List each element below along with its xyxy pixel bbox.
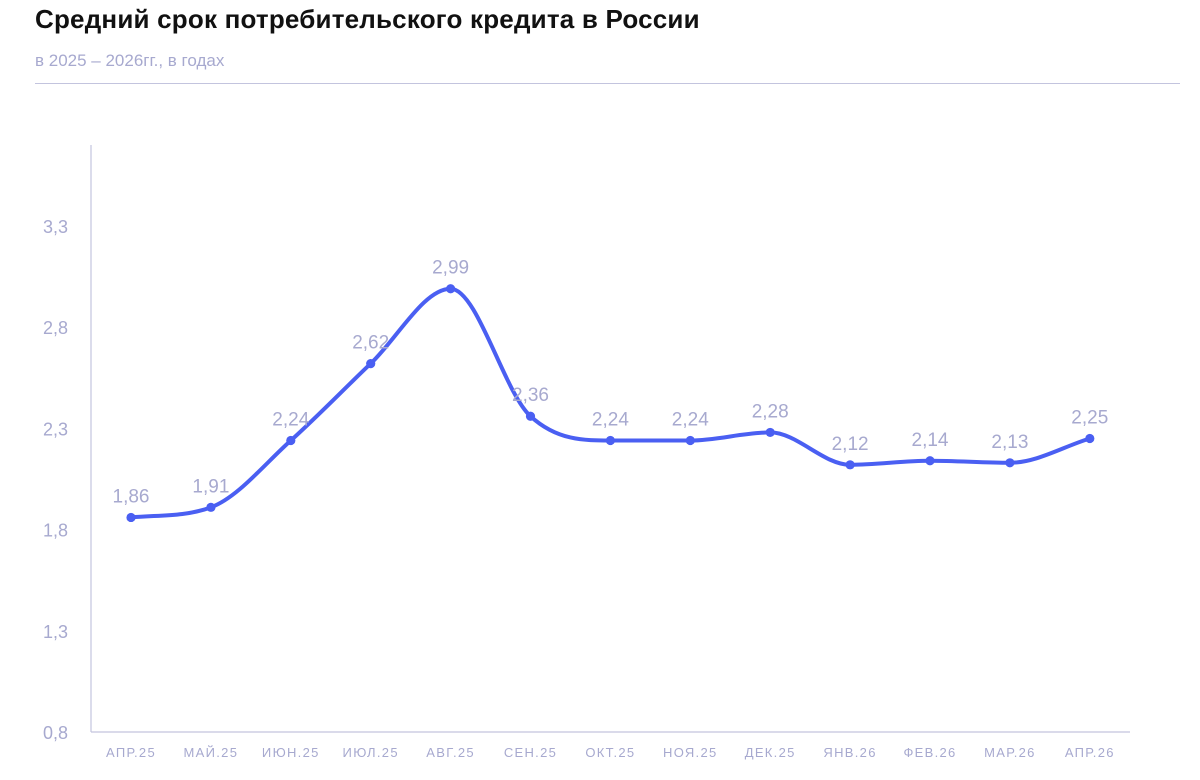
data-label-group: 1,86 1,91 2,24 2,62 2,99 2,36 2,24 2,24 2,28 2,12… [113, 258, 1109, 508]
x-tick-label: ОКТ.25 [585, 745, 635, 760]
data-point [605, 435, 616, 446]
data-point [845, 460, 855, 470]
series-line [129, 286, 1092, 520]
x-tick-label: МАЙ.25 [184, 745, 239, 760]
data-label: 2,28 [752, 401, 789, 422]
data-point [1005, 458, 1015, 468]
data-label: 1,91 [192, 476, 229, 497]
data-label: 2,24 [672, 410, 709, 431]
data-point [446, 284, 456, 294]
data-label: 2,24 [592, 410, 629, 431]
x-tick-label: СЕН.25 [504, 745, 557, 760]
x-tick-label: ЯНВ.26 [823, 745, 876, 760]
point-group [126, 284, 1095, 523]
x-tick-label: ДЕК.25 [745, 745, 796, 760]
y-tick-label: 0,8 [43, 723, 68, 743]
data-point [525, 411, 536, 421]
data-point [206, 502, 216, 512]
chart-title: Средний срок потребительского кредита в … [35, 4, 700, 34]
y-tick-label: 2,8 [43, 318, 68, 338]
data-label: 2,13 [991, 432, 1028, 453]
chart-subtitle: в 2025 – 2026гг., в годах [35, 51, 225, 70]
header-divider [35, 83, 1180, 84]
data-point [685, 435, 695, 446]
x-tick-label: ИЮЛ.25 [343, 745, 399, 760]
data-label: 2,62 [352, 333, 389, 354]
data-label: 2,99 [432, 258, 469, 279]
series-group [129, 286, 1092, 520]
data-label: 2,14 [912, 430, 949, 451]
x-tick-label: ФЕВ.26 [903, 745, 956, 760]
data-point [366, 359, 376, 369]
x-tick-label: АПР.25 [106, 745, 156, 760]
y-tick-label: 3,3 [43, 217, 68, 237]
data-point [1085, 433, 1095, 444]
y-tick-label: 1,8 [43, 521, 68, 541]
data-label: 2,25 [1071, 408, 1108, 429]
data-label: 2,24 [272, 410, 309, 431]
data-point [126, 512, 136, 523]
data-label: 1,86 [113, 486, 150, 507]
x-tick-label: АПР.26 [1065, 745, 1115, 760]
x-tick-label: ИЮН.25 [262, 745, 320, 760]
data-point [765, 427, 775, 438]
x-tick-label: МАР.26 [984, 745, 1036, 760]
x-tick-label: НОЯ.25 [663, 745, 717, 760]
x-axis-ticks: АПР.25 МАЙ.25 ИЮН.25 ИЮЛ.25 АВГ.25 СЕН.25 ОКТ.… [106, 745, 1115, 760]
data-point [286, 435, 296, 446]
data-label: 2,12 [832, 434, 869, 455]
y-tick-label: 1,3 [43, 622, 68, 642]
chart-axes [90, 145, 1130, 733]
y-axis-ticks: 0,8 1,3 1,8 2,3 2,8 3,3 [43, 217, 68, 743]
y-tick-label: 2,3 [43, 419, 68, 439]
data-point [925, 456, 935, 466]
x-tick-label: АВГ.25 [426, 745, 475, 760]
data-label: 2,36 [512, 385, 549, 406]
